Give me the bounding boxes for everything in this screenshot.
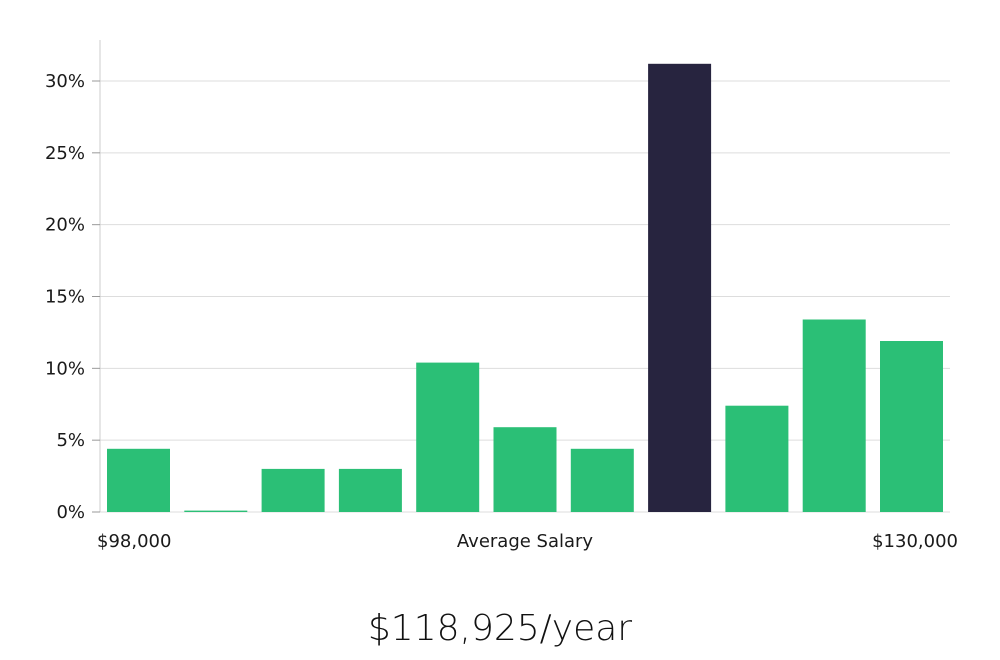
salary-histogram: 0% 5% 10% 15% 20% 25% 30% $98,000 Average Sala… xyxy=(45,40,958,552)
bar xyxy=(107,448,170,512)
average-salary-value: $118,925/year xyxy=(367,608,633,649)
bar xyxy=(184,510,248,512)
bar xyxy=(802,319,866,512)
y-tick-label: 20% xyxy=(45,215,85,236)
y-tick-label: 0% xyxy=(56,502,85,523)
y-tick-label: 30% xyxy=(45,71,85,92)
bars xyxy=(107,63,943,513)
y-tick-label: 25% xyxy=(45,143,85,164)
bar xyxy=(416,362,480,512)
bar xyxy=(725,405,789,512)
bar xyxy=(880,341,943,512)
y-tick-label: 10% xyxy=(45,358,85,379)
x-max-label: $130,000 xyxy=(872,531,958,552)
bar xyxy=(261,468,325,512)
y-axis-ticks: 0% 5% 10% 15% 20% 25% 30% xyxy=(45,71,100,523)
y-tick-label: 15% xyxy=(45,287,85,308)
x-axis-title: Average Salary xyxy=(457,531,594,552)
y-tick-label: 5% xyxy=(56,430,85,451)
bar-highlighted xyxy=(648,63,712,513)
bar xyxy=(338,468,402,512)
bar xyxy=(493,427,557,512)
grid-lines xyxy=(100,80,950,513)
x-min-label: $98,000 xyxy=(97,531,171,552)
bar xyxy=(570,448,634,512)
